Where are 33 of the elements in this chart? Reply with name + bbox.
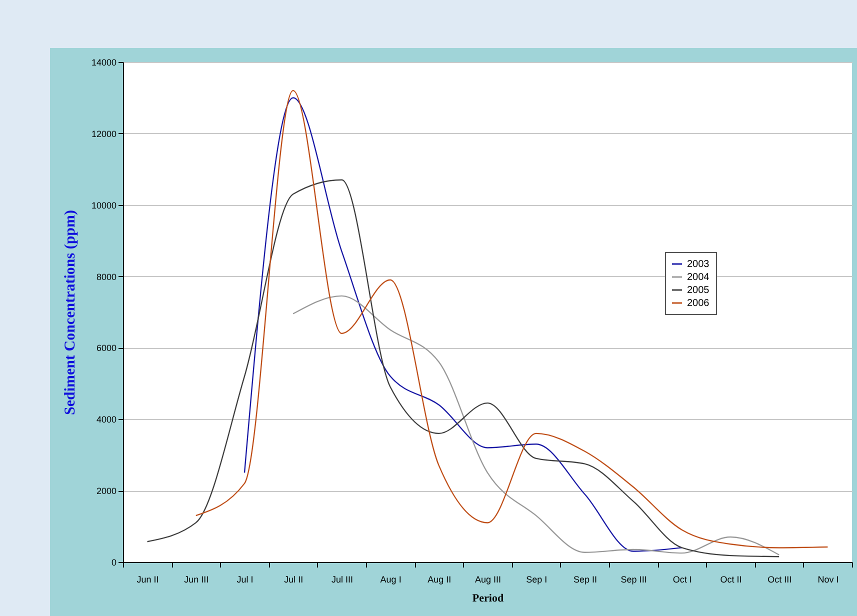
line-series — [292, 295, 780, 556]
x-axis-title: Period — [472, 592, 504, 604]
line-series — [244, 97, 682, 552]
line-series — [195, 90, 828, 548]
y-tick-label: 10000 — [91, 200, 116, 210]
y-tick-label: 4000 — [96, 414, 116, 425]
x-tick-label: Jun III — [184, 574, 209, 584]
x-tick-label: Sep III — [620, 574, 647, 584]
y-tick-label: 6000 — [96, 343, 116, 354]
x-tick-label: Nov I — [818, 574, 839, 584]
x-tick-label: Jun II — [136, 574, 159, 584]
y-axis-title: Sediment Concentrations (ppm) — [62, 210, 78, 415]
x-tick-label: Oct III — [768, 574, 792, 584]
line-series — [146, 179, 780, 558]
legend-label: 2003 — [687, 259, 710, 270]
x-tick-label: Aug III — [474, 574, 502, 584]
x-tick-label: Jul II — [284, 574, 304, 584]
y-tick-label: 2000 — [96, 486, 116, 496]
x-tick-label: Jul III — [331, 574, 353, 584]
x-tick-label: Oct II — [720, 574, 742, 584]
x-tick-label: Sep II — [573, 574, 597, 584]
legend-label: 2006 — [687, 298, 710, 309]
x-tick-label: Jul I — [236, 574, 254, 584]
x-tick-label: Aug II — [428, 574, 452, 584]
x-tick-label: Aug I — [380, 574, 402, 584]
legend-label: 2004 — [687, 272, 710, 283]
y-tick-label: 14000 — [91, 58, 116, 68]
y-tick-label: 12000 — [91, 128, 116, 139]
x-tick-label: Sep I — [526, 574, 548, 584]
y-tick-label: 8000 — [96, 272, 116, 282]
y-tick-label: 0 — [111, 558, 116, 568]
legend-label: 2005 — [687, 285, 710, 296]
x-tick-label: Oct I — [672, 574, 692, 584]
